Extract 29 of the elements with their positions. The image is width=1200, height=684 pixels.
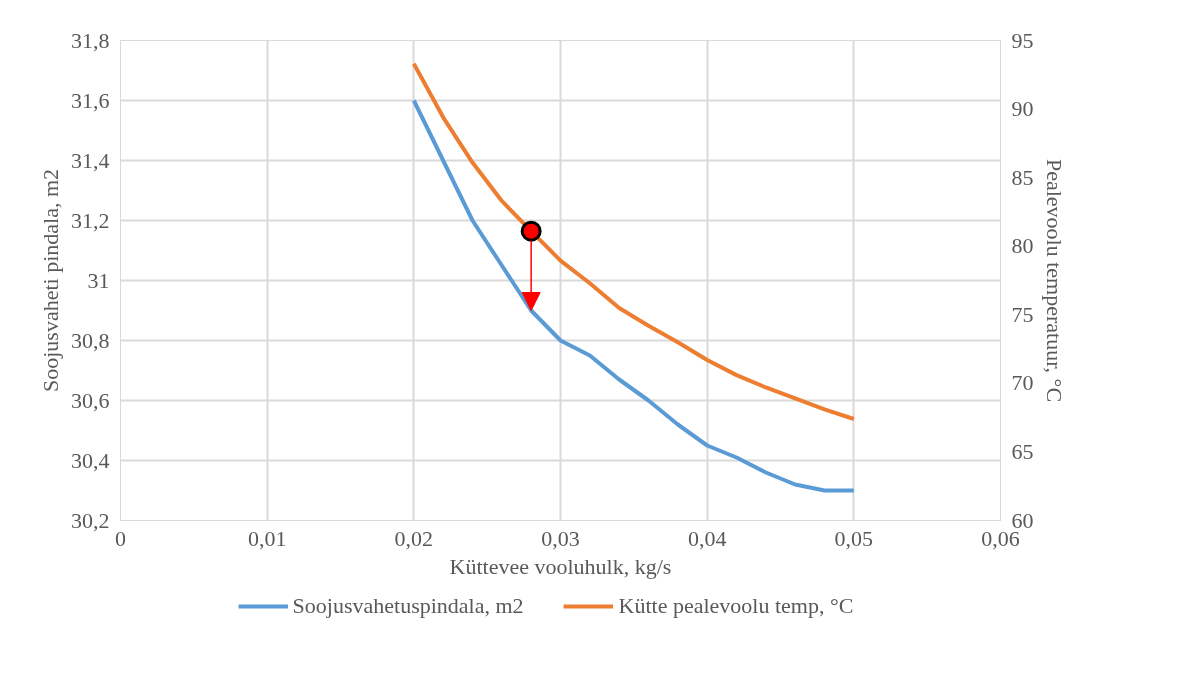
y-tick-label: 31,2 [71,207,110,233]
y-tick-label: 31,8 [71,27,110,53]
y-tick-label: 30,8 [71,327,110,353]
y2-tick-label: 75 [1011,301,1034,327]
y2-tick-label: 90 [1011,96,1034,122]
x-axis-title: Küttevee vooluhulk, kg/s [449,553,672,579]
y-tick-label: 30,6 [71,387,110,413]
y-tick-label: 31,4 [71,147,110,173]
line-series [411,98,856,493]
y-tick-label: 31 [87,267,110,293]
y-tick-label: 31,6 [71,87,110,113]
y-tick-label: 30,2 [71,507,110,533]
line-series [411,61,856,422]
y2-tick-label: 80 [1011,233,1034,259]
y2-tick-label: 65 [1011,438,1034,464]
legend-label: Kütte pealevoolu temp, °C [618,593,854,619]
x-tick-label: 0 [115,525,126,551]
x-tick-label: 0,01 [247,525,287,551]
y-axis-title: Soojusvaheti pindala, m2 [38,168,63,393]
y2-tick-label: 85 [1011,164,1034,190]
x-tick-label: 0,05 [834,525,874,551]
y-tick-label: 30,4 [71,447,110,473]
legend-label: Soojusvahetuspindala, m2 [292,593,524,619]
x-tick-label: 0,02 [394,525,434,551]
y2-tick-label: 95 [1011,27,1034,53]
y2-axis-title: Pealevoolu temperatuur, °C [1041,158,1067,403]
x-tick-label: 0,03 [541,525,580,551]
x-tick-label: 0,04 [687,525,727,551]
y2-tick-label: 70 [1011,370,1034,396]
